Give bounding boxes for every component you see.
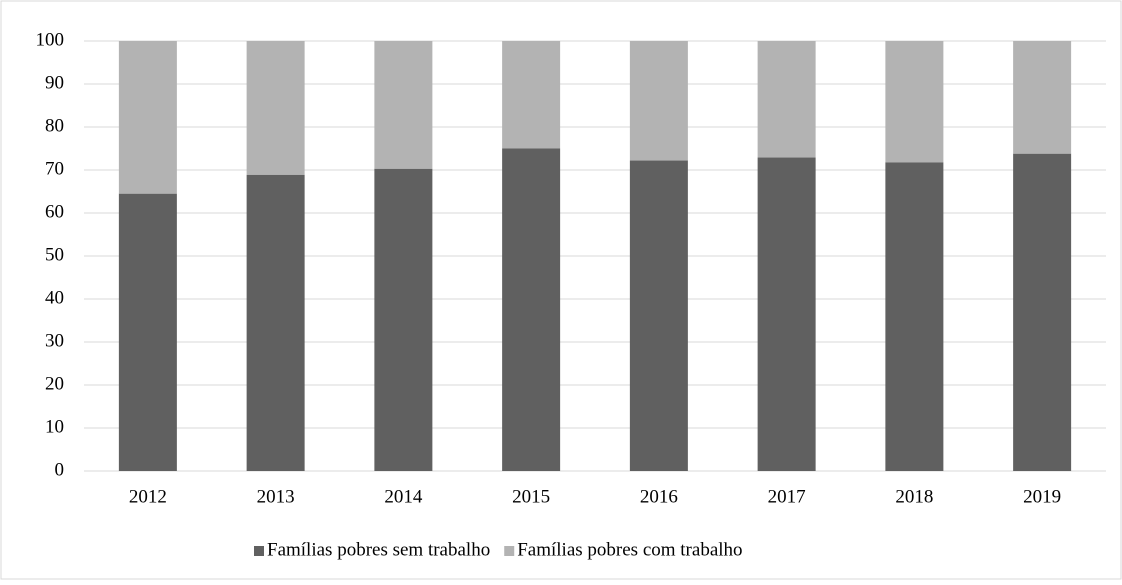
y-tick-label: 0 — [55, 459, 65, 480]
x-tick-label: 2017 — [768, 486, 806, 507]
x-tick-label: 2012 — [129, 486, 167, 507]
x-tick-label: 2019 — [1023, 486, 1061, 507]
x-tick-label: 2018 — [895, 486, 933, 507]
bar-segment — [246, 174, 305, 472]
legend-label: Famílias pobres com trabalho — [517, 539, 742, 560]
bar-segment — [757, 41, 816, 158]
y-tick-label: 10 — [45, 416, 64, 437]
y-tick-label: 70 — [45, 158, 64, 179]
y-tick-label: 40 — [45, 287, 64, 308]
bar-segment — [502, 41, 561, 149]
bar-segment — [502, 148, 561, 471]
y-tick-label: 90 — [45, 72, 64, 93]
x-tick-label: 2014 — [384, 486, 423, 507]
bar-segment — [757, 157, 816, 471]
bar-segment — [885, 162, 944, 471]
bar-segment — [1013, 41, 1072, 154]
y-tick-label: 50 — [45, 244, 64, 265]
bar-segment — [885, 41, 944, 163]
legend-label: Famílias pobres sem trabalho — [267, 539, 490, 560]
bar-segment — [118, 193, 177, 471]
x-tick-label: 2013 — [257, 486, 295, 507]
y-tick-label: 80 — [45, 115, 64, 136]
legend-swatch — [254, 546, 264, 556]
bar-segment — [629, 160, 688, 472]
y-tick-label: 20 — [45, 373, 64, 394]
x-tick-label: 2016 — [640, 486, 678, 507]
bar-segment — [374, 41, 433, 169]
bar-segment — [118, 41, 177, 194]
bar-segment — [1013, 153, 1072, 471]
legend-swatch — [504, 546, 515, 556]
x-tick-label: 2015 — [512, 486, 550, 507]
bar-segment — [629, 41, 688, 161]
y-tick-label: 100 — [36, 29, 65, 50]
bar-segment — [246, 41, 305, 175]
bar-segment — [374, 168, 433, 471]
y-tick-label: 60 — [45, 201, 64, 222]
y-tick-label: 30 — [45, 330, 64, 351]
